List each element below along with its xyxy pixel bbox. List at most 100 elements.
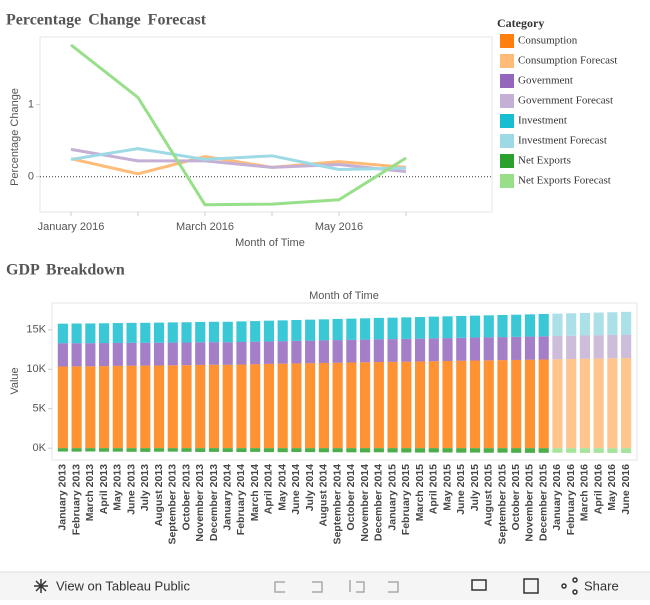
bar-segment (236, 364, 247, 449)
bar-segment (593, 335, 604, 359)
bar-segment (112, 365, 123, 449)
bar-segment (140, 322, 151, 343)
bar-segment (511, 448, 522, 453)
bar-segment (483, 448, 494, 453)
bar-segment (456, 315, 467, 338)
bar-segment (181, 322, 192, 343)
bar-segment (195, 342, 206, 365)
bar-segment (401, 448, 412, 453)
bar-segment (621, 311, 632, 335)
bar-segment (126, 448, 137, 452)
x-tick-label: October 2015 (510, 464, 522, 531)
bar-segment (208, 448, 220, 452)
bar-segment (263, 341, 275, 364)
share-button[interactable]: Share (584, 578, 619, 593)
x-tick-label: August 2013 (153, 464, 165, 527)
fullscreen-button[interactable] (523, 578, 539, 594)
bar-segment (99, 323, 110, 344)
bar-segment (153, 322, 165, 343)
y-axis-title: Value (9, 367, 21, 394)
bar-segment (250, 321, 261, 342)
bar-segment (85, 343, 96, 367)
bar-segment (181, 448, 192, 452)
bar-segment (360, 448, 371, 453)
bar-segment (579, 358, 590, 449)
x-tick-label: March 2015 (414, 464, 426, 521)
bar-segment (318, 319, 329, 341)
x-tick-label: October 2013 (180, 464, 192, 531)
bar-segment (112, 342, 123, 366)
plot-frame (51, 302, 638, 461)
legend-swatch (500, 154, 514, 168)
bar-segment (291, 340, 302, 364)
bar-segment (497, 337, 508, 361)
x-tick-label: January 2016 (38, 221, 105, 233)
bar-segment (346, 318, 357, 340)
bar-segment (126, 322, 137, 343)
x-tick-label: January 2013 (57, 464, 69, 531)
undo-button[interactable] (274, 581, 285, 593)
toolbar-icons-right (471, 577, 578, 595)
x-tick-label: February 2013 (70, 464, 82, 535)
legend-label: Investment (518, 115, 567, 127)
bar-segment (57, 366, 68, 449)
toolbar-icons (274, 580, 399, 593)
bar-segment (373, 339, 384, 363)
bar-segment (566, 335, 577, 360)
bar-segment (593, 448, 604, 453)
bar-segment (181, 365, 192, 449)
view-link[interactable]: View on Tableau Public (56, 578, 190, 593)
redo-button[interactable] (312, 581, 323, 593)
bar-segment (167, 322, 178, 343)
bar-segment (85, 448, 96, 452)
bar-segment (332, 340, 343, 363)
x-tick-label: July 2013 (139, 464, 151, 511)
x-tick-label: June 2014 (290, 464, 302, 515)
x-tick-label: June 2013 (125, 464, 137, 515)
download-button[interactable] (471, 579, 487, 591)
legend-swatch (500, 134, 514, 148)
y-tick-label: 10K (26, 363, 46, 375)
bar-segment (153, 448, 165, 452)
bar-segment (579, 335, 590, 359)
bar-segment (167, 448, 178, 452)
legend-swatch (500, 94, 514, 108)
bar-segment (140, 448, 151, 452)
bar-segment (414, 317, 426, 339)
bar-segment (195, 321, 206, 343)
legend-label: Consumption Forecast (518, 55, 617, 67)
bar-segment (497, 448, 508, 453)
bar-segment (621, 358, 632, 449)
x-tick-label: March 2014 (249, 464, 261, 521)
x-tick-label: February 2016 (565, 464, 577, 535)
refresh-button[interactable] (388, 581, 399, 593)
legend-swatch (500, 114, 514, 128)
bar-segment (236, 448, 247, 453)
bar-segment (442, 360, 453, 449)
x-axis-title: Month of Time (309, 290, 379, 302)
revert-button[interactable] (349, 580, 365, 593)
bar-segment (360, 318, 371, 340)
bar-segment (524, 448, 536, 453)
bar-segment (428, 448, 439, 453)
bar-segment (305, 340, 316, 364)
bar-segment (291, 363, 302, 449)
bar-segment (511, 314, 522, 337)
share-icon (561, 583, 567, 589)
x-tick-label: May 2016 (606, 464, 618, 511)
bar-segment (511, 336, 522, 360)
x-tick-label: April 2015 (428, 464, 440, 514)
bar-segment (99, 366, 110, 449)
y-tick-label: 0 (28, 171, 34, 183)
share-icon (572, 577, 578, 583)
plot-frame (39, 36, 493, 213)
bar-segment (497, 360, 508, 449)
bar-segment (607, 312, 618, 335)
bar-segment (607, 334, 618, 359)
bar-segment (511, 359, 522, 449)
bar-segment (250, 364, 261, 449)
x-tick-label: September 2014 (331, 464, 343, 545)
x-tick-label: March 2016 (579, 464, 591, 521)
bar-segment (195, 364, 206, 449)
bar-segment (208, 342, 220, 365)
